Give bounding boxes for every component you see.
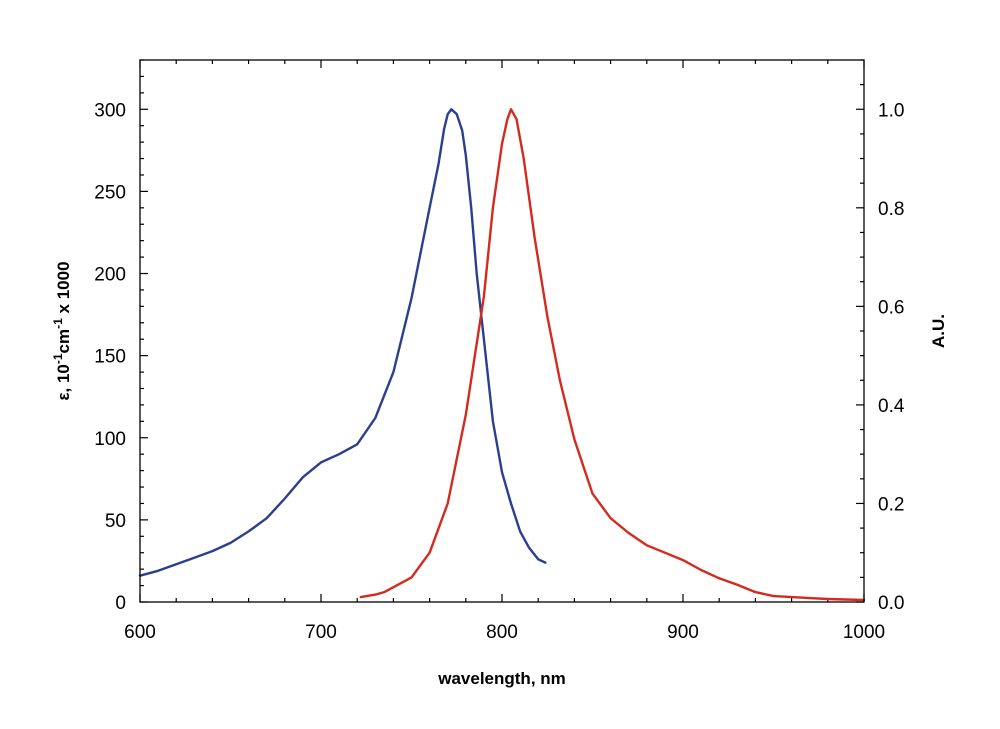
y-tick-label: 100 [94,429,126,450]
y-tick-label: 0 [115,593,126,614]
y-tick-label: 150 [94,347,126,368]
y2-tick-label: 0.2 [878,494,904,515]
x-tick-label: 700 [305,622,337,643]
y-tick-label: 50 [105,511,126,532]
y2-tick-label: 0.0 [878,593,904,614]
y2-tick-label: 0.6 [878,297,904,318]
y2-tick-label: 0.8 [878,199,904,220]
y2-tick-label: 1.0 [878,100,904,121]
absorbance-line [138,108,547,577]
y-tick-label: 250 [94,182,126,203]
x-tick-label: 800 [486,622,518,643]
y2-axis-title: A.U. [929,314,948,348]
x-tick-label: 1000 [843,622,885,643]
y-axis-title: ε, 10-1cm-1 x 1000 [51,261,73,400]
emission-line [359,108,866,602]
x-axis-title: wavelength, nm [437,669,566,688]
series-layer [138,108,866,602]
tick-labels: 600 700 800 900 1000 0 50 100 150 200 250 300 0.0 0.2… [94,100,905,643]
x-tick-label: 600 [124,622,156,643]
plot-frame [139,59,865,603]
y-tick-label: 200 [94,265,126,286]
y2-tick-label: 0.4 [878,396,905,417]
x-tick-label: 900 [667,622,699,643]
y-tick-label: 300 [94,100,126,121]
